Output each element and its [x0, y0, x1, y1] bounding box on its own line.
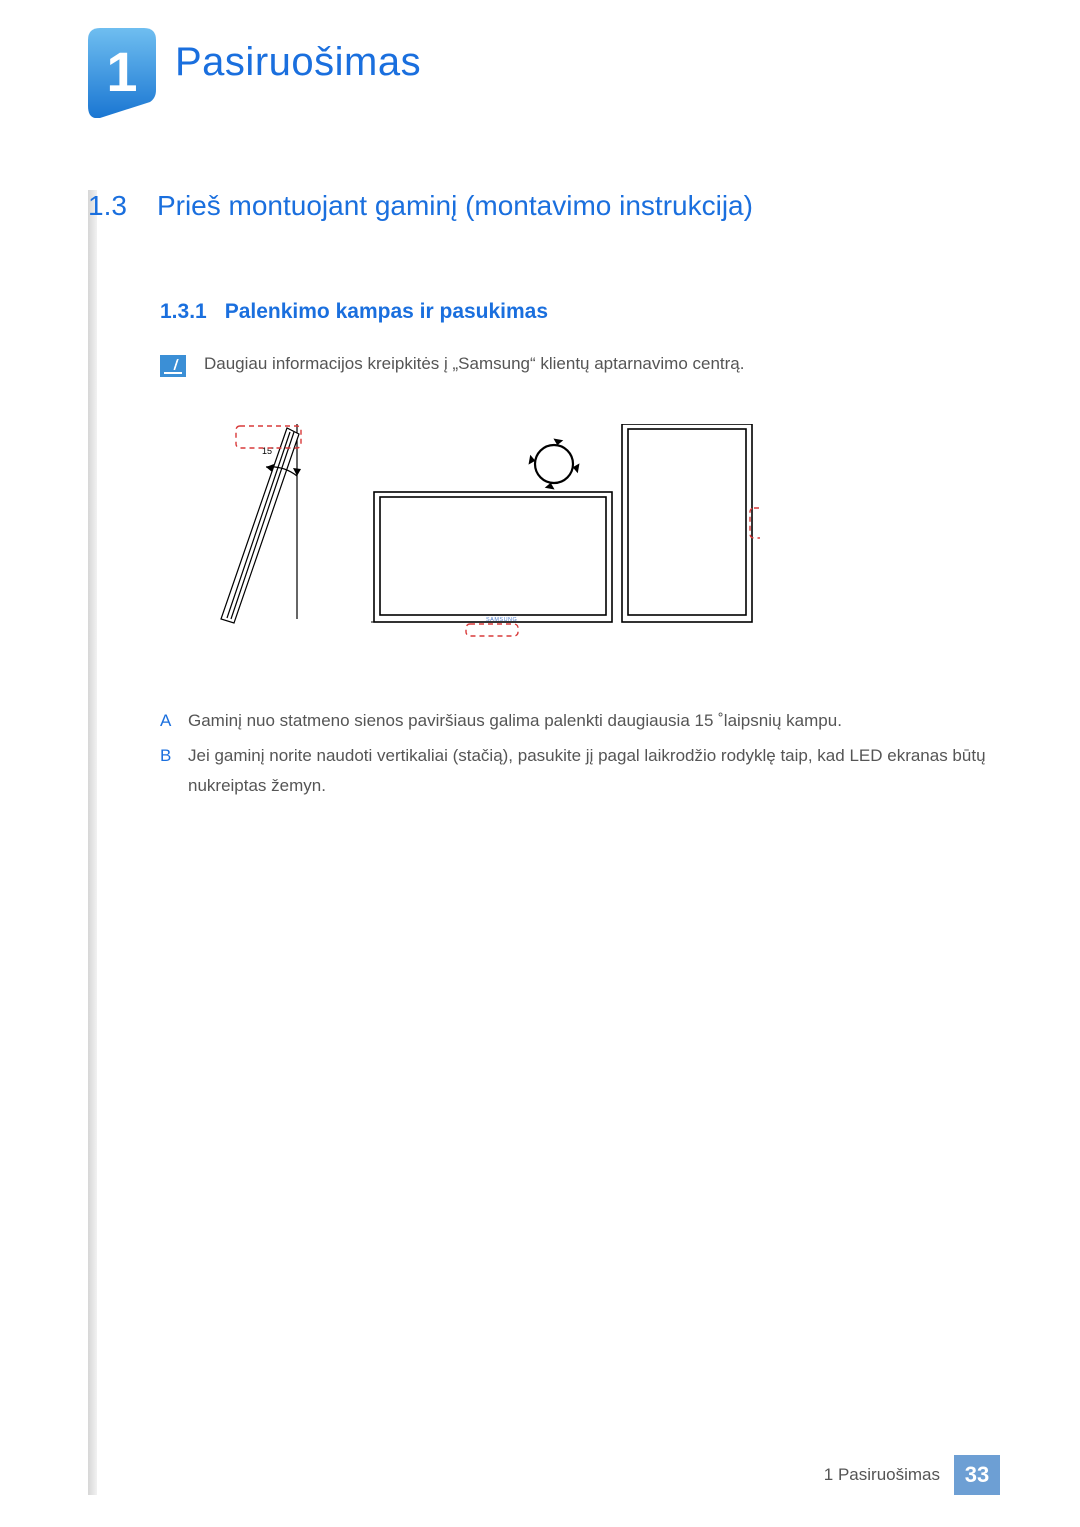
subsection-title: Palenkimo kampas ir pasukimas — [225, 300, 548, 324]
section-number: 1.3 — [88, 190, 127, 222]
instruction-list: A Gaminį nuo statmeno sienos paviršiaus … — [160, 706, 1010, 806]
chapter-title: Pasiruošimas — [175, 40, 421, 85]
subsection-number: 1.3.1 — [160, 300, 207, 324]
brand-label: SAMSUNG — [486, 617, 517, 623]
subsection-heading: 1.3.1 Palenkimo kampas ir pasukimas — [160, 300, 548, 324]
chapter-number: 1 — [106, 39, 137, 104]
tilt-rotation-diagram: 15 ° SAMSUNG — [194, 424, 760, 649]
list-item: B Jei gaminį norite naudoti vertikaliai … — [160, 741, 1010, 802]
section-title: Prieš montuojant gaminį (montavimo instr… — [157, 190, 753, 222]
page-number: 33 — [954, 1455, 1000, 1495]
note-text: Daugiau informacijos kreipkitės į „Samsu… — [204, 354, 744, 374]
note-icon — [160, 355, 186, 377]
list-text: Jei gaminį norite naudoti vertikaliai (s… — [188, 741, 1010, 802]
chapter-tab: 1 — [88, 28, 156, 118]
list-item: A Gaminį nuo statmeno sienos paviršiaus … — [160, 706, 1010, 737]
footer-chapter-ref: 1 Pasiruošimas — [824, 1455, 954, 1495]
list-letter: A — [160, 706, 176, 737]
list-letter: B — [160, 741, 176, 802]
page-footer: 1 Pasiruošimas 33 — [824, 1455, 1000, 1495]
section-heading: 1.3 Prieš montuojant gaminį (montavimo i… — [88, 190, 1010, 222]
list-text: Gaminį nuo statmeno sienos paviršiaus ga… — [188, 706, 842, 737]
side-strip — [88, 190, 97, 1495]
note-row: Daugiau informacijos kreipkitės į „Samsu… — [160, 354, 1010, 377]
svg-text:°: ° — [271, 446, 274, 454]
